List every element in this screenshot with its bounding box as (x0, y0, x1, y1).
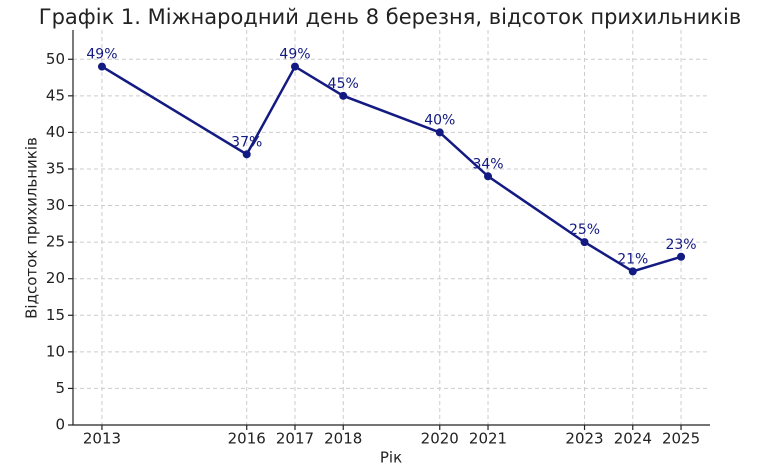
data-point (484, 172, 493, 181)
x-tick-label: 2016 (228, 430, 266, 448)
data-label: 21% (617, 251, 648, 267)
x-axis-label: Рік (380, 449, 402, 467)
data-point (242, 150, 251, 159)
x-tick-label: 2021 (469, 430, 507, 448)
x-tick-label: 2013 (83, 430, 121, 448)
chart-title: Графік 1. Міжнародний день 8 березня, ві… (39, 5, 741, 29)
y-tick-label: 40 (46, 123, 65, 141)
data-label: 49% (279, 47, 310, 63)
data-label: 49% (86, 47, 117, 63)
data-label: 45% (328, 76, 359, 92)
x-tick-label: 2020 (421, 430, 459, 448)
data-point (339, 91, 348, 100)
y-tick-label: 25 (46, 233, 65, 251)
data-point (97, 62, 106, 71)
x-tick-label: 2017 (276, 430, 314, 448)
y-tick-label: 35 (46, 159, 65, 177)
y-tick-label: 50 (46, 50, 65, 68)
data-label: 23% (665, 237, 696, 253)
data-label: 37% (231, 134, 262, 150)
x-tick-label: 2025 (662, 430, 700, 448)
data-point (677, 252, 686, 261)
data-point (580, 238, 589, 247)
data-label: 40% (424, 112, 455, 128)
data-point (290, 62, 299, 71)
data-label: 34% (472, 156, 503, 172)
y-tick-label: 20 (46, 269, 65, 287)
y-axis-label: Відсоток прихильників (23, 137, 41, 319)
x-tick-label: 2024 (614, 430, 652, 448)
y-tick-label: 15 (46, 306, 65, 324)
x-tick-label: 2018 (324, 430, 362, 448)
data-label: 25% (569, 222, 600, 238)
y-tick-label: 0 (55, 416, 65, 434)
y-tick-label: 45 (46, 86, 65, 104)
y-tick-label: 10 (46, 342, 65, 360)
data-point (435, 128, 444, 137)
x-tick-label: 2023 (565, 430, 603, 448)
y-tick-label: 30 (46, 196, 65, 214)
data-point (628, 267, 637, 276)
y-tick-label: 5 (55, 379, 65, 397)
